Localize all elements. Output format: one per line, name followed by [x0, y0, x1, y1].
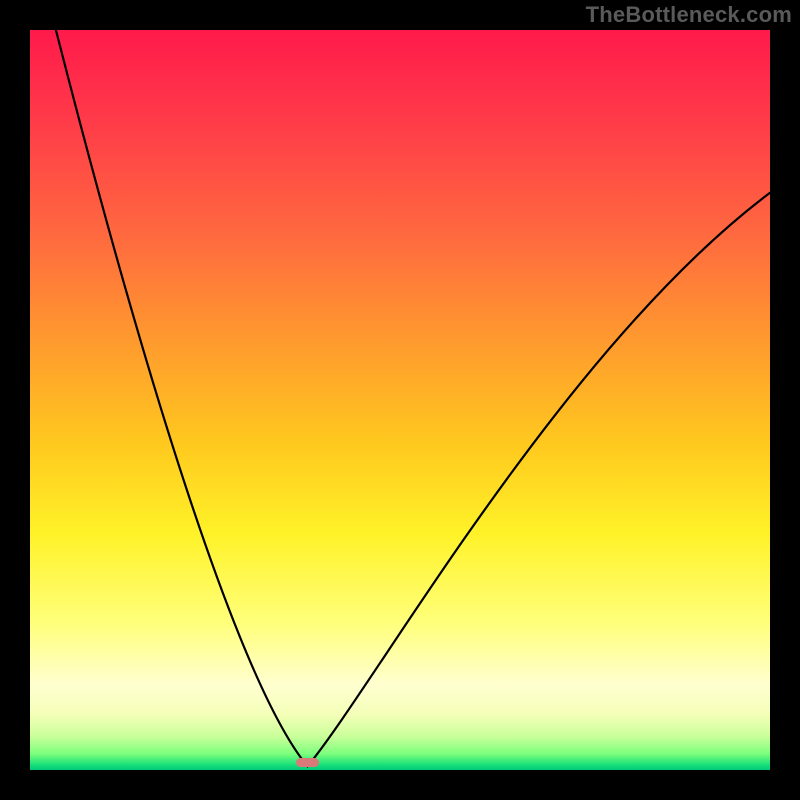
bottleneck-curve	[30, 30, 770, 770]
plot-area	[30, 30, 770, 770]
minimum-marker	[296, 758, 320, 767]
chart-frame: TheBottleneck.com	[0, 0, 800, 800]
watermark-text: TheBottleneck.com	[586, 2, 792, 28]
